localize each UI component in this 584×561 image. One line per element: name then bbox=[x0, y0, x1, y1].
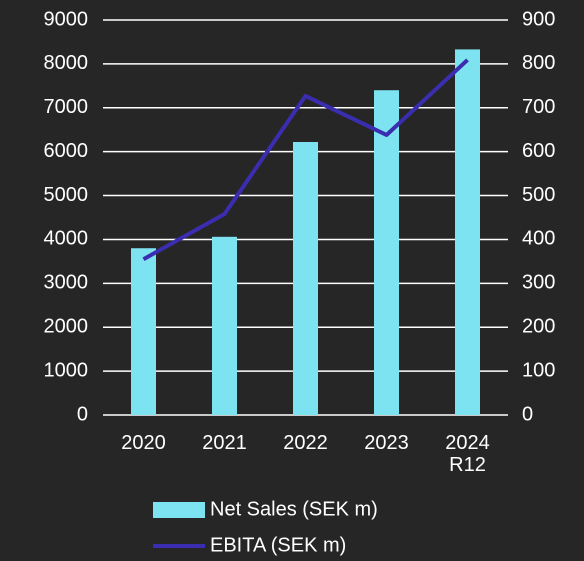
y2-tick-label: 0 bbox=[522, 403, 533, 425]
y2-tick-label: 900 bbox=[522, 8, 555, 30]
y2-tick-label: 700 bbox=[522, 96, 555, 118]
x-tick-label: 2021 bbox=[202, 432, 247, 454]
y-tick-label: 1000 bbox=[44, 359, 89, 381]
bar bbox=[455, 49, 480, 416]
y-tick-label: 2000 bbox=[44, 316, 89, 338]
y2-tick-label: 500 bbox=[522, 184, 555, 206]
x-tick-label: 2023 bbox=[364, 432, 409, 454]
legend-label: Net Sales (SEK m) bbox=[210, 498, 378, 520]
y2-tick-label: 100 bbox=[522, 359, 555, 381]
x-tick-label: 2024 R12 bbox=[445, 432, 490, 476]
y-tick-label: 6000 bbox=[44, 140, 89, 162]
y2-tick-label: 300 bbox=[522, 272, 555, 294]
bar bbox=[212, 236, 237, 415]
y-tick-label: 4000 bbox=[44, 228, 89, 250]
y2-tick-label: 200 bbox=[522, 316, 555, 338]
legend-label: EBITA (SEK m) bbox=[210, 534, 346, 556]
line bbox=[142, 58, 469, 261]
bar bbox=[131, 248, 156, 415]
y-tick-label: 0 bbox=[77, 403, 88, 425]
y-tick-label: 5000 bbox=[44, 184, 89, 206]
bar bbox=[293, 142, 318, 415]
y2-tick-label: 600 bbox=[522, 140, 555, 162]
x-tick-label: 2020 bbox=[121, 432, 166, 454]
y-tick-label: 8000 bbox=[44, 52, 89, 74]
y-tick-label: 3000 bbox=[44, 272, 89, 294]
y2-tick-label: 400 bbox=[522, 228, 555, 250]
legend-swatch bbox=[153, 502, 205, 518]
y-tick-label: 9000 bbox=[44, 8, 89, 30]
y-tick-label: 7000 bbox=[44, 96, 89, 118]
y2-tick-label: 800 bbox=[522, 52, 555, 74]
x-tick-label: 2022 bbox=[283, 432, 328, 454]
bar bbox=[374, 90, 399, 415]
